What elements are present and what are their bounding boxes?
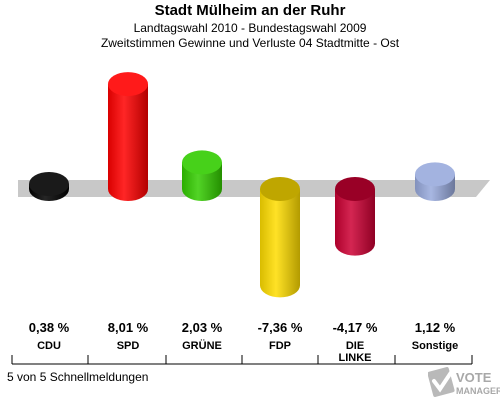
category-label: FDP [269, 340, 291, 352]
reporting-status-note: 5 von 5 Schnellmeldungen [7, 370, 149, 384]
category-label: DIE [346, 340, 364, 352]
ballot-check-icon [428, 367, 455, 397]
category-axis [11, 355, 473, 365]
category-label: LINKE [339, 352, 372, 364]
value-label: -4,17 % [333, 320, 378, 335]
chart-subtitle-2: Zweitstimmen Gewinne und Verluste 04 Sta… [100, 36, 400, 50]
bar-body [108, 84, 148, 201]
vote-manager-logo: VOTE MANAGER [428, 367, 500, 397]
bar-body [260, 189, 300, 298]
bar-cap [29, 172, 69, 197]
bar-cdu [29, 172, 69, 201]
bar-cap [182, 150, 222, 175]
chart-title: Stadt Mülheim an der Ruhr [154, 2, 346, 19]
value-label: 2,03 % [182, 320, 223, 335]
bar-cap [260, 177, 300, 201]
category-label: GRÜNE [182, 339, 222, 352]
bar-cap [335, 177, 375, 201]
chart-subtitle-1: Landtagswahl 2010 - Bundestagswahl 2009 [133, 21, 367, 35]
bar-fdp [260, 177, 300, 298]
logo-text-vote: VOTE [456, 370, 492, 385]
category-label: CDU [37, 340, 61, 352]
value-label: 8,01 % [108, 320, 149, 335]
bar-spd [108, 72, 148, 201]
category-label: SPD [117, 340, 140, 352]
bar-body [335, 189, 375, 256]
bar-sonstige [415, 162, 455, 201]
logo-text-manager: MANAGER [456, 386, 500, 396]
value-label: 0,38 % [29, 320, 70, 335]
bar-die-linke [335, 177, 375, 256]
value-label: 1,12 % [415, 320, 456, 335]
bar-cap [108, 72, 148, 97]
bar-cap [415, 162, 455, 187]
value-label: -7,36 % [258, 320, 303, 335]
category-label: Sonstige [412, 340, 458, 352]
bar-grüne [182, 150, 222, 201]
